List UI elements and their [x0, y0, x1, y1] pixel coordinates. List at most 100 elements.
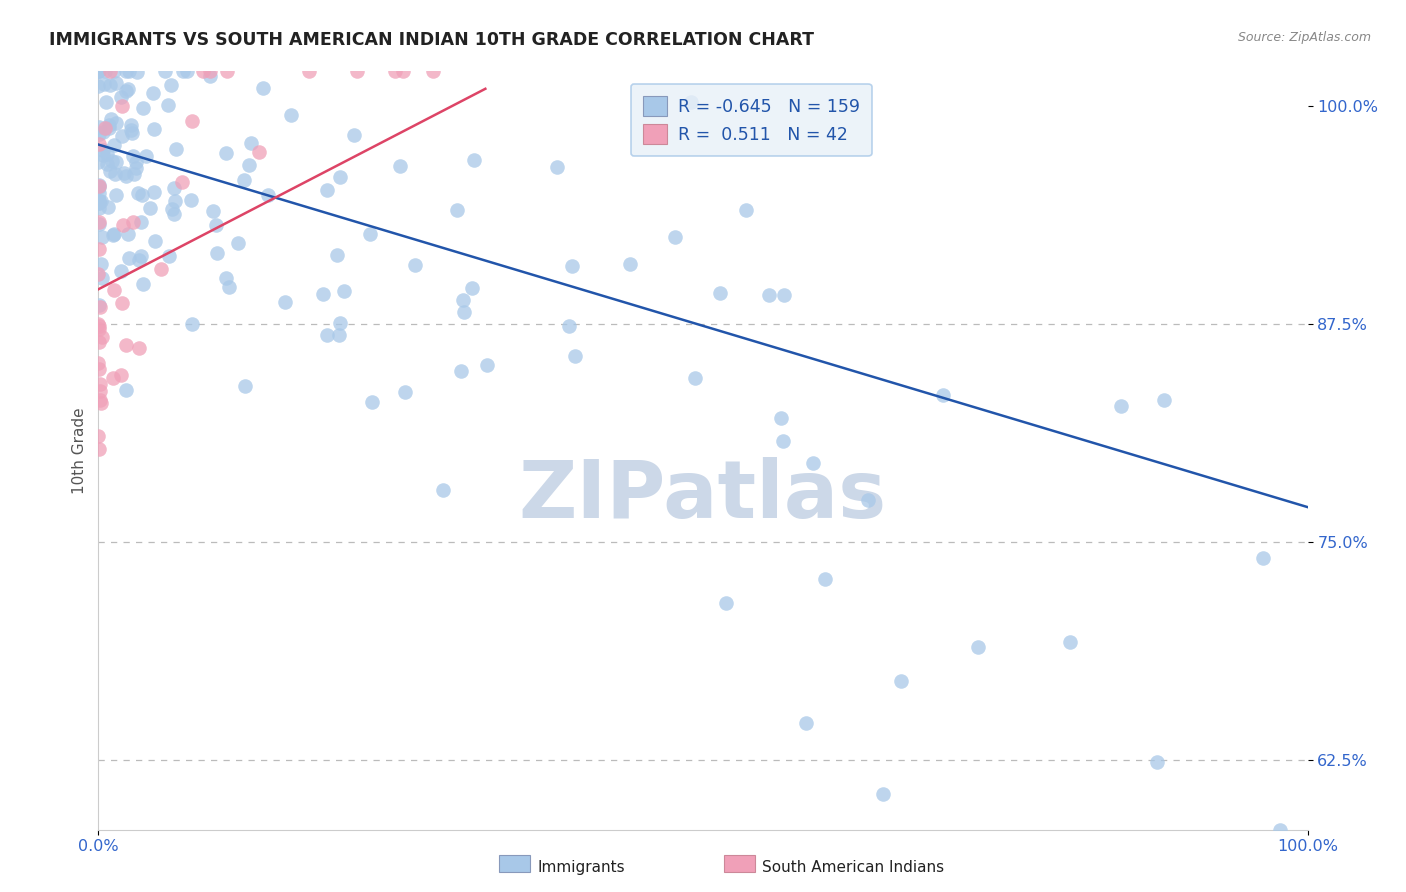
Point [247, 145, 270, 159]
Point [451, 293, 474, 307]
Point [217, 64, 239, 78]
Point [280, 107, 302, 121]
Point [103, 371, 125, 385]
Point [90, 257, 112, 271]
Point [91, 125, 114, 139]
Point [87, 218, 110, 232]
Point [98, 118, 121, 132]
Point [93, 77, 115, 91]
Point [329, 170, 352, 185]
Point [394, 385, 416, 400]
Point [735, 203, 758, 218]
Point [90, 229, 112, 244]
Point [683, 371, 706, 385]
Point [96, 157, 118, 171]
Point [110, 264, 132, 278]
Point [155, 64, 177, 78]
Point [117, 82, 139, 96]
Point [87, 356, 110, 370]
Point [89, 64, 111, 78]
Point [122, 215, 145, 229]
Point [180, 317, 202, 331]
Point [546, 160, 568, 174]
Point [111, 128, 134, 143]
Point [87, 179, 110, 194]
Point [87, 78, 110, 93]
Point [564, 349, 586, 363]
Point [124, 167, 146, 181]
Point [129, 249, 152, 263]
Point [315, 183, 337, 197]
Point [814, 572, 837, 586]
Point [111, 98, 134, 112]
Point [205, 218, 228, 232]
Point [772, 287, 794, 301]
Point [432, 483, 454, 497]
Point [202, 204, 225, 219]
Point [100, 154, 122, 169]
Point [104, 116, 127, 130]
Point [298, 64, 321, 78]
Point [98, 78, 121, 92]
Point [98, 64, 121, 78]
Point [112, 166, 135, 180]
Point [87, 442, 110, 457]
Point [90, 396, 112, 410]
Point [89, 319, 111, 334]
Point [87, 64, 110, 78]
Point [118, 64, 141, 78]
Point [180, 194, 202, 208]
Point [100, 112, 122, 127]
Point [316, 328, 339, 343]
Point [238, 158, 260, 172]
Point [1146, 755, 1168, 769]
Point [463, 153, 485, 168]
Point [125, 155, 148, 169]
Point [135, 149, 157, 163]
Point [143, 185, 166, 199]
Point [198, 64, 221, 78]
Point [91, 148, 114, 162]
Y-axis label: 10th Grade: 10th Grade [72, 407, 87, 494]
Point [110, 368, 132, 383]
Point [103, 283, 125, 297]
Point [131, 188, 153, 202]
Point [461, 281, 484, 295]
Point [139, 201, 162, 215]
Point [87, 202, 110, 216]
Point [709, 286, 731, 301]
Point [233, 378, 256, 392]
Point [118, 251, 141, 265]
Point [967, 640, 990, 654]
Point [87, 186, 110, 200]
Point [333, 284, 356, 298]
Point [111, 218, 134, 232]
Point [114, 169, 136, 183]
Point [769, 411, 792, 425]
Point [160, 202, 183, 216]
Point [163, 180, 186, 194]
Point [104, 167, 127, 181]
Point [87, 136, 110, 151]
Point [391, 64, 413, 78]
Point [121, 118, 143, 132]
Point [128, 253, 150, 268]
Point [198, 69, 221, 83]
Point [89, 361, 111, 376]
Point [326, 248, 349, 262]
Point [170, 175, 193, 189]
Point [129, 214, 152, 228]
Point [115, 64, 138, 78]
Point [664, 229, 686, 244]
Point [90, 194, 112, 208]
Point [87, 64, 110, 78]
Point [214, 271, 236, 285]
Point [98, 121, 121, 136]
Point [1270, 822, 1292, 837]
Point [558, 319, 581, 334]
Point [122, 149, 145, 163]
Point [97, 200, 120, 214]
Point [125, 161, 148, 175]
Point [157, 249, 180, 263]
Point [561, 259, 583, 273]
